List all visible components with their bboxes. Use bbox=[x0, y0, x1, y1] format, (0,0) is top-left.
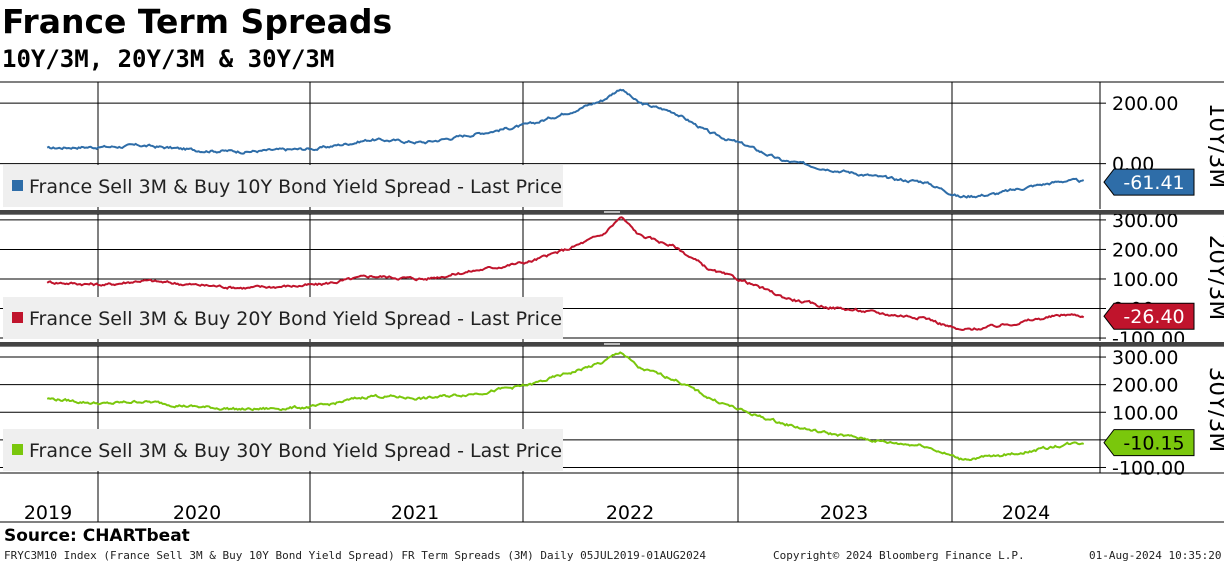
y-tick-label: 100.00 bbox=[1112, 402, 1178, 424]
chart-subtitle: 10Y/3M, 20Y/3M & 30Y/3M bbox=[2, 45, 335, 73]
y-tick-label: 200.00 bbox=[1112, 239, 1178, 261]
series-line-1 bbox=[46, 216, 1085, 332]
x-tick-label: 2022 bbox=[606, 502, 654, 524]
x-tick-label: 2024 bbox=[1002, 502, 1050, 524]
x-tick-label: 2021 bbox=[391, 502, 439, 524]
x-tick-label: 2020 bbox=[173, 502, 221, 524]
axis-label: 20Y/3M bbox=[1204, 235, 1224, 321]
legend-swatch bbox=[12, 312, 23, 323]
axis-label: 10Y/3M bbox=[1204, 103, 1224, 189]
y-tick-label: 200.00 bbox=[1112, 93, 1178, 115]
panel-separator-handle bbox=[604, 211, 620, 213]
last-price-value: -10.15 bbox=[1123, 433, 1184, 455]
legend-label: France Sell 3M & Buy 10Y Bond Yield Spre… bbox=[29, 176, 562, 198]
legend-box bbox=[3, 429, 563, 471]
series-line-2 bbox=[46, 351, 1085, 462]
source-label: Source: CHARTbeat bbox=[4, 526, 190, 546]
legend-box bbox=[3, 297, 563, 339]
footer-ticker: FRYC3M10 Index (France Sell 3M & Buy 10Y… bbox=[4, 549, 706, 562]
chart-title: France Term Spreads bbox=[2, 2, 393, 41]
panel-separator-handle bbox=[604, 343, 620, 345]
axis-label: 30Y/3M bbox=[1204, 367, 1224, 453]
legend-label: France Sell 3M & Buy 30Y Bond Yield Spre… bbox=[29, 440, 562, 462]
last-price-badge bbox=[1103, 302, 1195, 330]
x-tick-label: 2023 bbox=[820, 502, 868, 524]
last-price-badge bbox=[1103, 168, 1195, 196]
y-tick-label: 300.00 bbox=[1112, 210, 1178, 232]
footer-timestamp: 01-Aug-2024 10:35:20 bbox=[1089, 549, 1222, 562]
legend-box bbox=[3, 165, 563, 207]
y-tick-label: -100.00 bbox=[1112, 457, 1185, 479]
legend-swatch bbox=[12, 444, 23, 455]
footer-copyright: Copyright© 2024 Bloomberg Finance L.P. bbox=[773, 549, 1025, 562]
legend-swatch bbox=[12, 180, 23, 191]
last-price-value: -61.41 bbox=[1123, 172, 1184, 194]
y-tick-label: 100.00 bbox=[1112, 269, 1178, 291]
x-tick-label: 2019 bbox=[24, 502, 72, 524]
y-tick-label: 200.00 bbox=[1112, 375, 1178, 397]
y-tick-label: 300.00 bbox=[1112, 347, 1178, 369]
series-line-0 bbox=[46, 88, 1085, 199]
legend-label: France Sell 3M & Buy 20Y Bond Yield Spre… bbox=[29, 308, 562, 330]
last-price-value: -26.40 bbox=[1123, 306, 1184, 328]
last-price-badge bbox=[1103, 429, 1195, 457]
